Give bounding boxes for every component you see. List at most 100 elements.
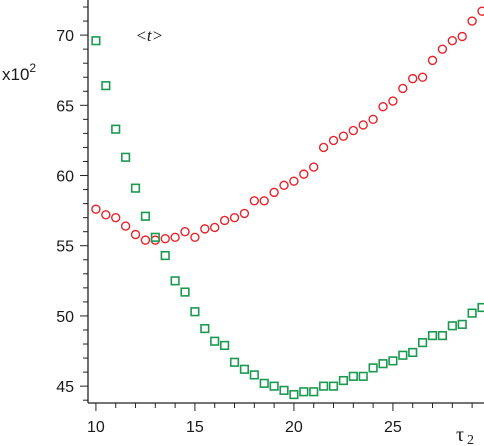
circle-data-point [91,204,101,214]
circle-data-point [417,72,428,82]
x-axis-label-main: τ [456,424,464,446]
circle-data-point [269,187,279,198]
square-data-point [328,381,339,391]
square-data-point [358,371,368,381]
circle-data-point [447,36,458,46]
x-tick-label: 10 [87,419,105,436]
circle-data-point [259,196,269,206]
circle-data-point [348,125,359,136]
square-data-point [378,359,388,369]
circle-data-point [140,235,151,245]
circle-data-point [408,73,418,84]
x-tick-label: 25 [384,419,402,436]
square-data-point [111,124,121,134]
square-data-point [309,387,319,397]
circle-data-point [437,44,448,54]
series-annotation: <t> [135,26,163,45]
circle-data-point [200,224,210,234]
circle-data-point [467,16,477,26]
square-data-point [170,276,180,286]
square-data-point [467,308,477,318]
square-data-point [249,370,259,380]
square-data-point [348,371,358,381]
y-tick-label: 70 [56,28,74,45]
circle-data-point [328,135,339,146]
y-multiplier-exponent: 2 [29,61,36,75]
square-data-point [427,330,438,341]
y-tick-label: 45 [56,379,74,396]
square-data-point [368,363,378,373]
square-data-point [437,330,448,341]
circle-data-point [457,31,467,42]
circle-data-point [249,196,260,206]
y-multiplier-base: x10 [2,65,29,84]
square-data-point [150,232,160,242]
square-data-point [160,250,170,261]
square-data-point [477,302,484,313]
circle-data-point [210,222,220,233]
circle-data-point [368,114,378,125]
circle-data-point [160,234,170,244]
x-axis-label-subscript: 2 [467,433,474,446]
square-data-point [289,389,299,400]
square-data-point [140,211,151,221]
square-data-point [190,307,200,317]
square-data-point [130,183,141,193]
square-data-point [408,347,418,358]
square-data-point [338,375,349,386]
square-data-point [447,321,457,331]
square-data-point [299,387,309,397]
square-data-point [210,336,220,346]
circle-data-point [427,55,438,66]
y-tick-label: 60 [56,169,74,186]
circle-data-point [170,232,180,243]
x-tick-label: 20 [285,419,303,436]
circle-data-point [398,83,408,94]
circle-data-point [111,212,121,223]
circle-data-point [309,162,319,172]
circle-data-point [289,176,299,186]
circle-data-point [279,180,289,191]
circle-data-point [219,215,230,226]
square-data-point [220,340,230,351]
square-data-point [91,36,101,46]
circle-data-point [378,102,388,112]
circle-data-point [180,226,190,237]
square-data-point [229,357,240,367]
circle-data-point [358,120,368,130]
square-data-point [388,356,398,366]
circle-data-point [150,235,161,245]
square-data-point [398,350,408,360]
square-data-point [121,152,131,162]
square-data-point [200,323,210,334]
square-data-point [239,364,250,374]
y-tick-label: 65 [56,98,74,115]
circle-data-point [338,131,349,141]
square-data-point [259,378,269,388]
square-data-point [418,338,428,348]
circle-data-point [318,142,329,153]
circle-data-point [190,232,200,243]
circle-data-point [239,208,250,219]
square-data-point [269,381,279,391]
circle-data-point [130,229,141,240]
marks [91,6,484,400]
circle-data-point [477,6,484,16]
square-data-point [101,81,111,91]
axes: 45 50 55 60 65 70 10 15 20 25 [56,0,484,436]
square-data-point [180,287,190,297]
x-tick-label: 15 [186,419,204,436]
y-multiplier: x102 [2,61,36,84]
square-data-point [319,381,329,391]
circle-data-point [229,212,240,223]
circle-data-point [299,169,309,179]
square-data-point [457,319,467,329]
circle-data-point [120,221,131,231]
circle-data-point [101,210,111,220]
y-tick-label: 50 [56,309,74,326]
square-data-point [279,385,289,395]
circle-data-point [388,96,398,106]
